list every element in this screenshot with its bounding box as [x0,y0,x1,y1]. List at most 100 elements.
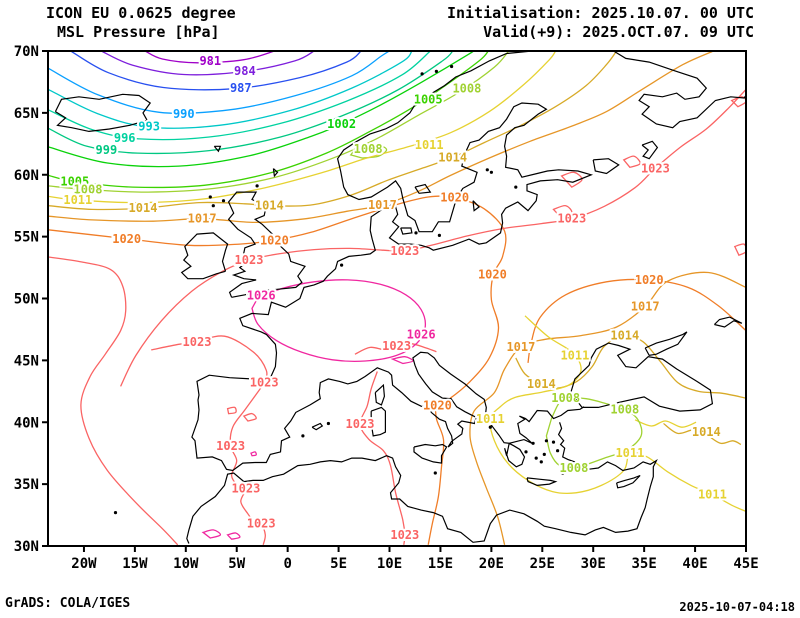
lon-tick-label: 0 [283,556,291,572]
isobar-1026 [226,532,241,540]
isobar-label-1023: 1023 [390,244,419,258]
isobar-labels: 9819849879909939969991002100510051008100… [58,52,729,544]
islet [561,471,565,475]
isobar-label-1011: 1011 [415,138,444,152]
isobar-1020 [527,278,746,363]
isobar-996 [48,51,431,141]
coastline [374,383,386,406]
isobar-1014 [48,51,618,211]
isobar-993 [48,51,413,129]
coastline [413,443,448,464]
isobar-1005 [48,51,489,189]
isobar-1011 [634,419,697,428]
lon-tick-label: 25E [530,556,555,572]
isobar-1023 [733,243,746,257]
coastline [613,51,746,129]
islet [524,450,528,454]
isobar-label-1002: 1002 [327,117,356,131]
variable-title: MSL Pressure [hPa] [57,23,220,41]
islet [556,449,560,453]
lon-tick-label: 15W [122,556,148,572]
isobar-1023 [622,155,641,169]
isobar-label-1023: 1023 [382,339,411,353]
isobar-1023 [552,205,573,219]
isobar-1023 [48,256,179,546]
coastline [616,474,641,489]
coastline [186,422,658,544]
isobar-label-1023: 1023 [557,212,586,226]
isobar-1017 [469,271,746,545]
lat-tick-label: 65N [14,106,39,122]
isobar-1023 [226,406,237,415]
islet [255,184,259,188]
isobar-label-1026: 1026 [407,327,436,341]
islet [434,69,438,73]
islet [569,462,573,466]
isobar-1023 [560,171,583,188]
isobar-1023 [151,335,268,545]
isobar-label-1020: 1020 [635,273,664,287]
isobar-1002 [48,51,474,168]
isobar-label-981: 981 [199,54,221,68]
isobar-1020 [48,195,507,545]
isobar-label-1008: 1008 [610,402,639,416]
islet [340,263,344,267]
isobar-label-1008: 1008 [354,142,383,156]
isobar-987 [70,51,362,91]
islet [211,204,215,208]
isobar-1023 [242,412,257,422]
isobar-label-1011: 1011 [615,446,644,460]
isobar-label-1011: 1011 [476,412,505,426]
lat-tick-label: 30N [14,539,39,555]
lat-tick-label: 45N [14,353,39,369]
isobar-label-1023: 1023 [641,162,670,176]
lon-tick-label: 40E [682,556,707,572]
lat-tick-label: 70N [14,44,39,60]
lon-tick-label: 15E [428,556,453,572]
lat-tick-label: 55N [14,230,39,246]
lon-tick-label: 20W [71,556,97,572]
isobar-label-1005: 1005 [414,92,443,106]
isobar-lines [48,51,746,546]
coastline [400,227,413,235]
isobar-1026 [390,356,414,365]
isobar-label-1020: 1020 [260,233,289,247]
isobar-label-1008: 1008 [74,183,103,197]
islet [514,185,518,189]
isobar-1023 [354,343,437,355]
lon-tick-label: 10E [377,556,402,572]
isobar-label-1005: 1005 [60,175,89,189]
lat-tick-label: 50N [14,292,39,308]
map-axes: 30N 35N 40N 45N 50N 55N 60N 65N 70N 20W 15W 10W 5W 0 5… [14,44,759,572]
islet [301,434,305,438]
islet [437,233,441,237]
isobar-label-1014: 1014 [692,425,721,439]
isobar-1014 [515,334,746,399]
coastline [54,93,152,133]
islet [485,168,489,172]
islet [326,421,330,426]
islet [221,199,226,203]
lon-tick-label: 20E [479,556,504,572]
grads-credit: GrADS: COLA/IGES [5,596,131,611]
isobar-1026 [251,279,427,362]
isobar-1008 [349,143,388,159]
lon-tick-label: 45E [733,556,758,572]
isobar-label-1026: 1026 [247,288,276,302]
coastline [311,422,324,431]
lat-tick-label: 60N [14,168,39,184]
coastline [641,140,659,160]
isobar-999 [48,51,454,155]
isobar-label-1023: 1023 [183,335,212,349]
coastline [414,183,432,194]
isobar-label-1011: 1011 [560,348,589,362]
isobar-label-1014: 1014 [438,150,467,164]
isobar-1011 [48,51,557,204]
isobar-1023 [359,371,406,545]
lat-tick-label: 35N [14,477,39,493]
islet [488,425,492,429]
isobar-label-1014: 1014 [129,201,158,215]
isobar-label-1020: 1020 [112,232,141,246]
